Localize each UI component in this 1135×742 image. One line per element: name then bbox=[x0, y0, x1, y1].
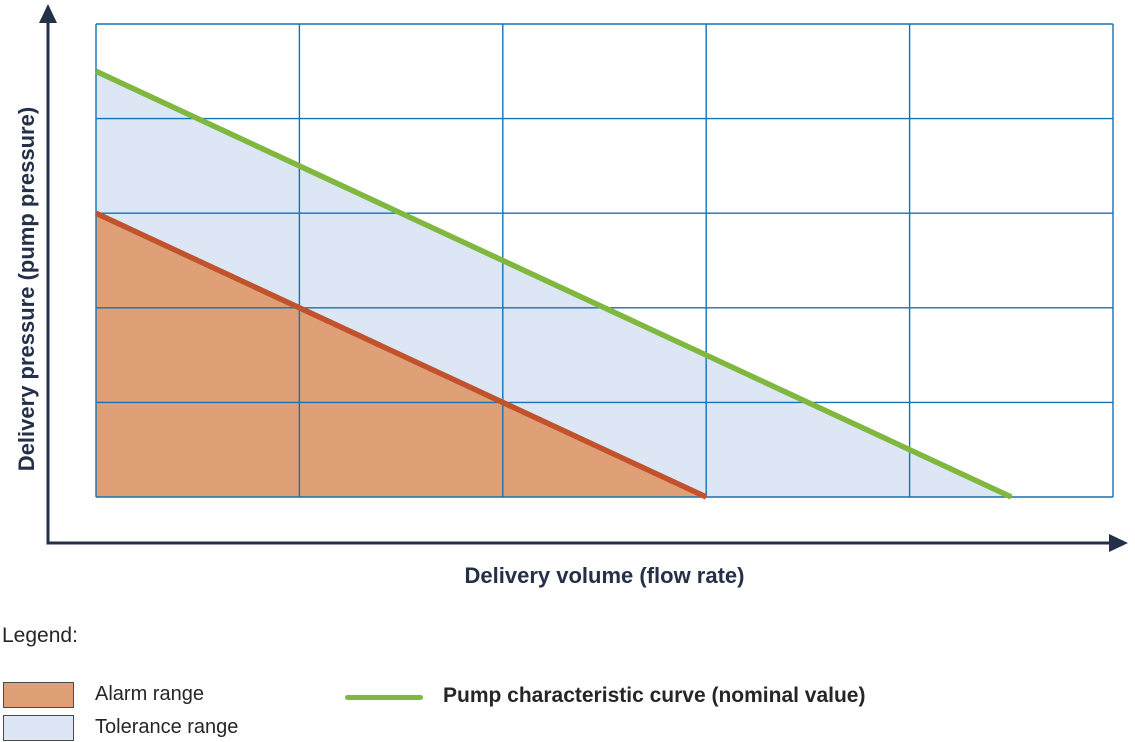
pump-characteristic-curve-nominal-value-line bbox=[94, 68, 1013, 500]
alarm-range-swatch bbox=[3, 682, 74, 708]
chart-canvas bbox=[39, 4, 1128, 552]
pump-curve-label: Pump characteristic curve (nominal value… bbox=[443, 684, 866, 707]
x-axis-label: Delivery volume (flow rate) bbox=[464, 563, 745, 588]
y-axis-label: Delivery pressure (pump pressure) bbox=[14, 106, 39, 472]
alarm-range-label: Alarm range bbox=[95, 683, 204, 705]
y-axis-arrow-icon bbox=[39, 4, 57, 23]
pump-curve-line-swatch bbox=[345, 695, 423, 700]
legend-heading: Legend: bbox=[2, 624, 78, 647]
tolerance-range-label: Tolerance range bbox=[95, 716, 239, 738]
alarm-limit-curve-line bbox=[94, 210, 708, 500]
tolerance-range-swatch bbox=[3, 715, 74, 741]
x-axis-arrow-icon bbox=[1109, 534, 1128, 552]
